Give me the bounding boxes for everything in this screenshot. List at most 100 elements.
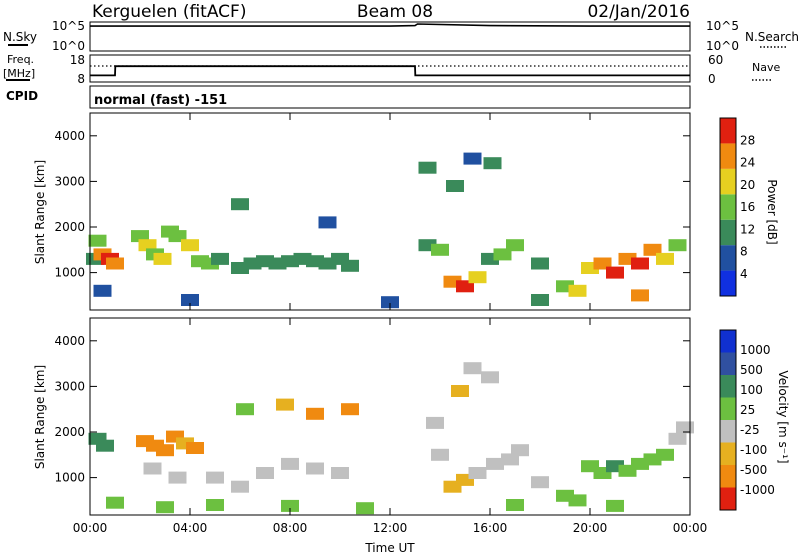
cpid-panel: CPID normal (fast) -151	[6, 85, 691, 109]
power-colorbar-tick: 20	[740, 178, 755, 192]
power-cell	[668, 239, 687, 252]
power-cell	[643, 243, 662, 256]
power-colorbar-swatch	[720, 245, 736, 271]
nsky-panel: N.Sky 10^5 10^0 10^5 10^0 N.Search	[3, 19, 799, 53]
velocity-cell	[281, 457, 299, 470]
velocity-ytick-label: 3000	[54, 379, 85, 393]
velocity-frame	[89, 317, 691, 516]
power-ytick-label: 1000	[54, 266, 85, 280]
power-cell	[593, 257, 612, 270]
power-cell	[106, 257, 124, 270]
velocity-colorbar-tick: -25	[740, 423, 760, 437]
power-cell	[211, 252, 229, 265]
velocity-xtick-label: 20:00	[573, 521, 608, 535]
power-cell	[131, 230, 149, 243]
power-cell	[181, 294, 199, 306]
velocity-cell	[168, 471, 187, 484]
power-ylabel: Slant Range [km]	[33, 160, 47, 264]
velocity-cell	[96, 439, 114, 452]
velocity-cell	[231, 480, 249, 493]
velocity-cell	[156, 444, 174, 457]
power-colorbar-swatch	[720, 168, 736, 195]
power-cell	[656, 252, 674, 265]
velocity-colorbar-tick: -100	[740, 443, 767, 457]
power-cell	[631, 289, 649, 302]
power-cell	[153, 252, 172, 265]
power-colorbar-tick: 8	[740, 245, 748, 259]
power-cell	[318, 216, 337, 229]
velocity-cell	[481, 371, 499, 384]
velocity-cell	[276, 398, 294, 411]
power-cell	[631, 257, 649, 270]
power-cell	[88, 234, 107, 247]
power-cell	[381, 296, 399, 309]
power-cell	[418, 161, 437, 174]
velocity-cell	[501, 453, 519, 466]
velocity-cell	[236, 403, 254, 416]
velocity-cell	[468, 467, 487, 479]
velocity-x-axis: 00:00 04:00 08:00 12:00 16:00 20:00 00:00	[73, 318, 708, 535]
velocity-cell	[306, 462, 324, 475]
power-ytick-label: 3000	[54, 174, 85, 188]
velocity-xtick-label: 12:00	[373, 521, 408, 535]
nsearch-tick-top: 10^5	[706, 19, 739, 33]
power-panel: 1000 2000 3000 4000 Slant Range [km] 4 8 12 16…	[33, 112, 779, 311]
velocity-colorbar-swatch	[720, 420, 736, 443]
velocity-heatmap	[88, 362, 694, 515]
power-colorbar-tick: 24	[740, 156, 755, 170]
nsky-tick-bottom: 10^0	[52, 39, 85, 53]
velocity-cell	[106, 496, 124, 509]
velocity-cell	[256, 467, 274, 479]
cpid-frame	[89, 85, 691, 109]
velocity-cell	[281, 499, 299, 512]
velocity-cell	[511, 444, 529, 457]
power-colorbar-tick: 16	[740, 200, 755, 214]
power-cell	[568, 284, 587, 297]
velocity-cell	[486, 457, 504, 470]
freq-panel: Freq. [MHz] 18 8 60 0 Nave	[3, 53, 780, 86]
cpid-value: normal (fast) -151	[94, 93, 227, 108]
power-cell	[456, 280, 474, 293]
freq-tick-top: 18	[70, 53, 85, 67]
velocity-xtick-label: 00:00	[73, 521, 108, 535]
nsky-tick-top: 10^5	[52, 19, 85, 33]
velocity-colorbar-swatch	[720, 442, 736, 465]
velocity-cell	[451, 385, 469, 397]
nsearch-tick-bottom: 10^0	[706, 39, 739, 53]
velocity-ytick-label: 4000	[54, 334, 85, 348]
velocity-xtick-label: 00:00	[673, 521, 708, 535]
power-colorbar-tick: 4	[740, 267, 748, 281]
power-frame	[89, 112, 691, 311]
nave-tick-bottom: 0	[708, 72, 716, 86]
power-cell	[531, 257, 549, 270]
power-colorbar-tick: 12	[740, 222, 755, 236]
velocity-colorbar-label: Velocity [m s⁻¹]	[776, 370, 790, 463]
power-cell	[231, 198, 249, 211]
velocity-cell	[356, 502, 374, 515]
power-ytick-label: 4000	[54, 129, 85, 143]
power-cell	[463, 152, 482, 165]
power-cell	[493, 248, 512, 261]
velocity-colorbar-swatch	[720, 397, 736, 420]
velocity-cell	[531, 476, 549, 489]
velocity-cell	[156, 501, 174, 514]
power-cell	[431, 243, 449, 256]
velocity-cell	[206, 499, 224, 511]
freq-unit-label: [MHz]	[3, 67, 35, 80]
power-cell	[138, 239, 157, 252]
velocity-cell	[668, 432, 687, 445]
power-cell	[168, 230, 187, 243]
power-cell	[468, 271, 487, 284]
beam-title: Beam 08	[357, 2, 433, 22]
velocity-colorbar-tick: 1000	[740, 343, 771, 357]
velocity-colorbar-swatch	[720, 487, 736, 510]
velocity-xtick-label: 04:00	[173, 521, 208, 535]
freq-tick-bottom: 8	[77, 72, 85, 86]
velocity-cell	[426, 416, 444, 429]
power-colorbar-frame	[719, 117, 737, 297]
power-colorbar-swatch	[720, 143, 736, 169]
power-cell	[606, 266, 624, 279]
velocity-xtick-label: 08:00	[273, 521, 308, 535]
date-title: 02/Jan/2016	[587, 2, 690, 22]
